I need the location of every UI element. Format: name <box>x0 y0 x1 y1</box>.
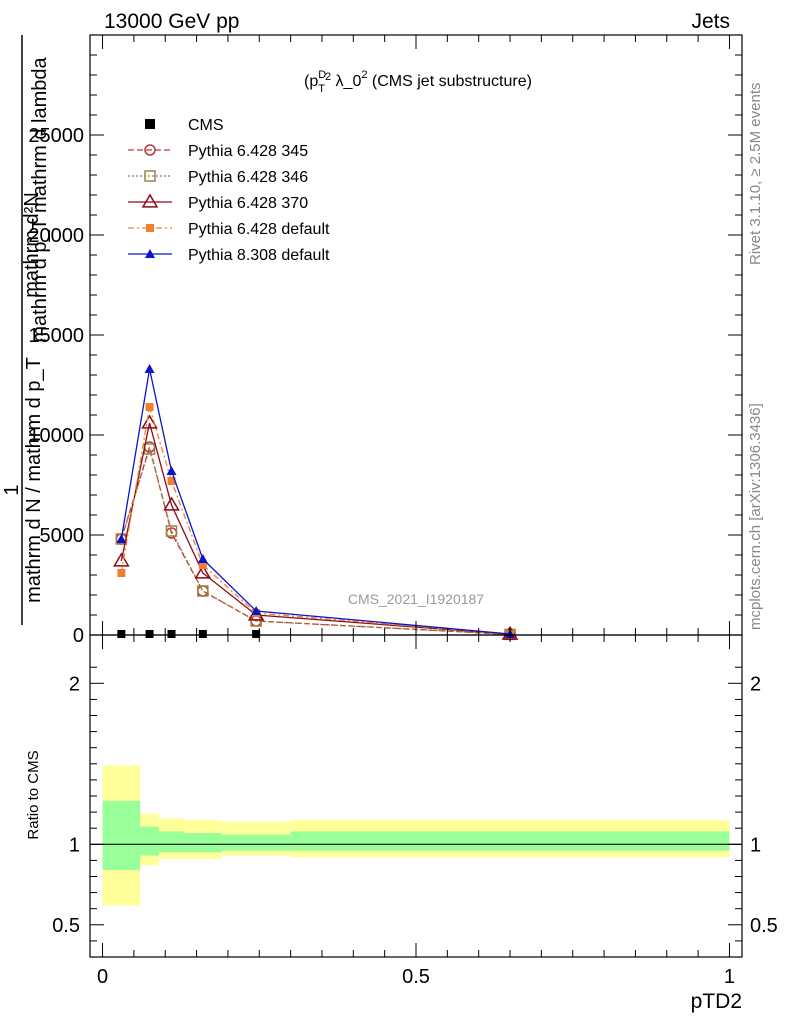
header-left-label: 13000 GeV pp <box>104 10 239 33</box>
main-ylabel-line3: 1 <box>1 484 23 495</box>
data-point <box>163 496 180 511</box>
data-point <box>144 170 156 182</box>
main-ytick-label: 10000 <box>28 425 84 447</box>
ratio-band-green <box>140 826 159 856</box>
axes-layer: 0 5000 10000 15000 20000 25000 0.5 0.5 1 1 2 2 0 0.5 1 <box>28 34 778 988</box>
ratio-ytick-label-left: 2 <box>69 673 80 695</box>
main-ytick-label: 15000 <box>28 325 84 347</box>
rivet-version-label: Rivet 3.1.10, ≥ 2.5M events <box>747 83 764 266</box>
main-ylabel-line4: mathrm d N / mathrm d p_T <box>23 357 45 603</box>
main-ytick-label: 25000 <box>28 125 84 147</box>
xtick-label: 1 <box>724 966 735 988</box>
series-layer <box>113 364 519 641</box>
legend-label: Pythia 6.428 346 <box>188 169 308 186</box>
series-line <box>120 406 511 635</box>
mcplots-label: mcplots.cern.ch [arXiv:1306.3436] <box>747 403 764 630</box>
ratio-ytick-label-right: 1 <box>750 834 761 856</box>
data-point <box>141 414 158 429</box>
data-point <box>141 193 159 208</box>
ratio-band-green <box>102 800 141 871</box>
series-5 <box>116 364 516 638</box>
series-line <box>120 422 511 635</box>
series-0 <box>117 630 515 638</box>
legend-label: CMS <box>188 117 224 134</box>
ratio-band-green <box>221 834 291 851</box>
ratio-ytick-label-right: 2 <box>750 673 761 695</box>
data-point <box>145 630 154 638</box>
data-point <box>197 585 209 597</box>
data-point <box>167 477 176 485</box>
ratio-band-green <box>184 833 222 853</box>
data-point <box>145 249 155 258</box>
legend-entry: Pythia 8.308 default <box>128 247 330 264</box>
main-ylabel: mathrm d²N mathrm d p_T mathrm d lambda … <box>1 35 51 625</box>
xtick-label: 0.5 <box>402 966 430 988</box>
series-line <box>120 368 511 635</box>
main-ytick-label: 20000 <box>28 225 84 247</box>
ratio-ytick-label-left: 1 <box>69 834 80 856</box>
ratio-band-green <box>158 831 185 853</box>
data-point <box>198 630 207 638</box>
legend: CMS Pythia 6.428 345 Pythia 6.428 346 Pythi… <box>128 117 330 264</box>
main-ylabel-line1: mathrm d²N <box>21 192 43 298</box>
legend-label: Pythia 6.428 345 <box>188 143 308 160</box>
data-point <box>167 630 176 638</box>
data-point <box>194 564 212 579</box>
ratio-bands <box>90 765 742 906</box>
data-point <box>252 630 261 638</box>
data-point <box>165 525 178 537</box>
analysis-watermark: CMS_2021_I1920187 <box>348 591 484 607</box>
series-line <box>120 446 511 636</box>
data-point <box>166 466 177 475</box>
legend-entry: CMS <box>145 117 224 134</box>
xtick-label: 0 <box>97 966 108 988</box>
main-ytick-label: 0 <box>73 625 84 647</box>
data-point <box>145 403 154 411</box>
legend-entry: Pythia 6.428 346 <box>128 169 308 186</box>
plot-title: (pD T2 λ_02 (CMS jet substructure) <box>304 69 532 95</box>
header-right-label: Jets <box>691 10 730 33</box>
data-point <box>197 554 208 563</box>
main-ylabel-line2: mathrm d p_T mathrm d lambda <box>29 56 51 342</box>
legend-label: Pythia 8.308 default <box>188 247 330 264</box>
data-point <box>144 364 155 373</box>
data-point <box>117 569 126 577</box>
data-point <box>116 534 127 543</box>
legend-entry: Pythia 6.428 345 <box>128 143 308 160</box>
x-axis-label: pTD2 <box>691 990 742 1013</box>
ratio-ylabel: Ratio to CMS <box>25 750 42 839</box>
ratio-frame <box>89 634 743 958</box>
legend-label: Pythia 6.428 370 <box>188 195 308 212</box>
data-point <box>197 585 209 597</box>
ratio-ytick-label-right: 0.5 <box>750 915 778 937</box>
legend-label: Pythia 6.428 default <box>188 221 330 238</box>
main-ytick-label: 5000 <box>40 525 85 547</box>
data-point <box>146 224 154 232</box>
data-point <box>144 144 156 156</box>
data-point <box>251 606 262 615</box>
ratio-ytick-label-left: 0.5 <box>52 915 80 937</box>
ratio-band-green <box>290 831 730 851</box>
legend-entry: Pythia 6.428 default <box>128 221 330 238</box>
data-point <box>113 552 130 567</box>
data-point <box>198 561 207 569</box>
data-point <box>145 119 155 129</box>
legend-entry: Pythia 6.428 370 <box>128 193 308 212</box>
data-point <box>117 630 126 638</box>
